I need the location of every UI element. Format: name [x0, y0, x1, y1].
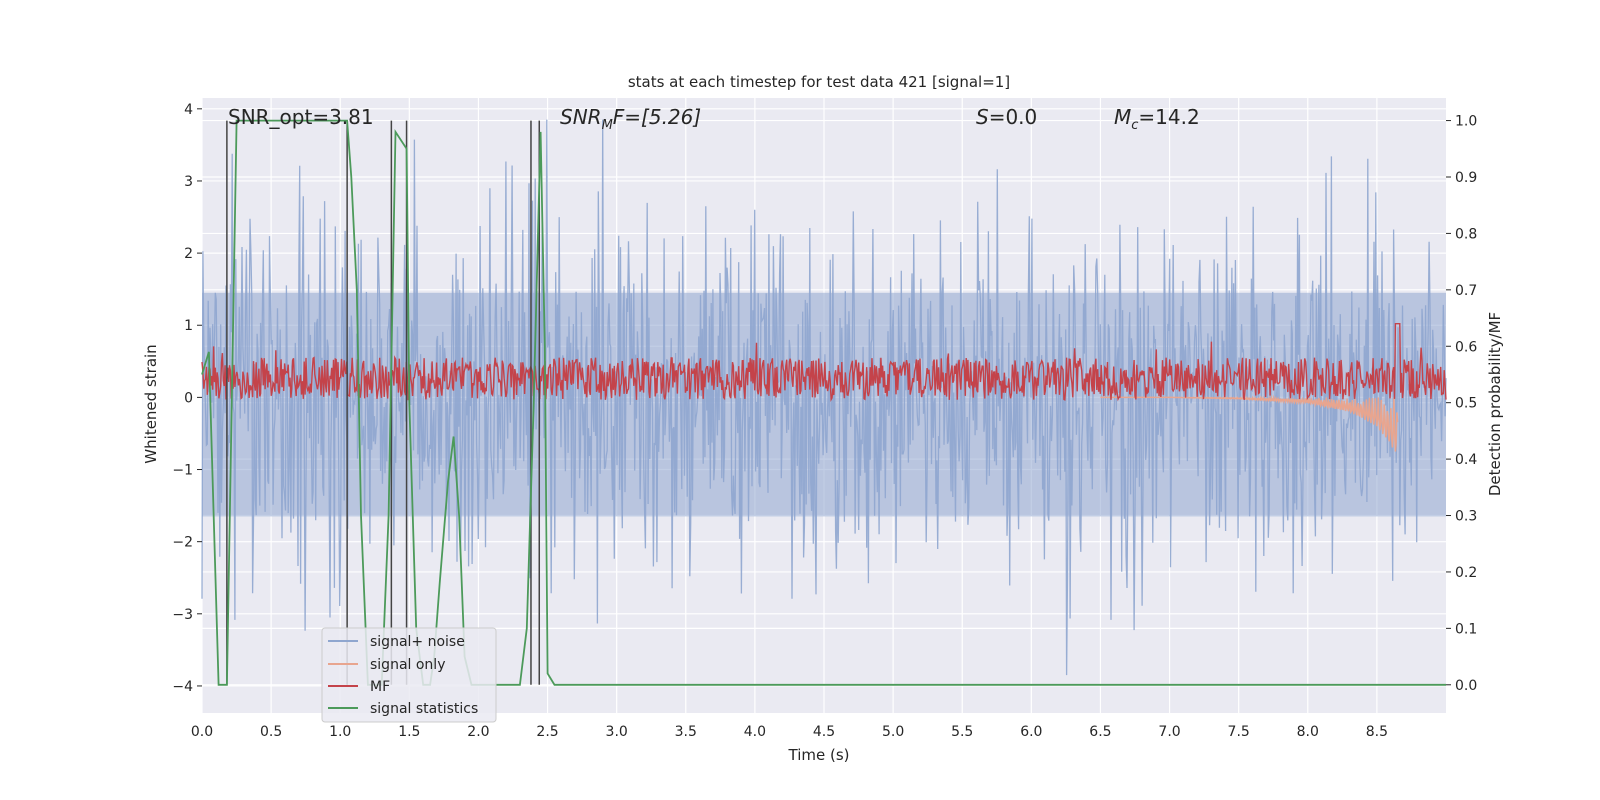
x-tick-label: 0.0: [191, 724, 213, 740]
annotation-mc: Mc=14.2: [1114, 105, 1200, 133]
y-tick-label-right: 0.0: [1455, 678, 1477, 694]
y-tick-label-right: 0.9: [1455, 170, 1477, 186]
series-signal-only: [1100, 394, 1399, 452]
y-axis-left-ticks: −4 −3 −2 −1 0 1 2 3 4: [172, 102, 202, 695]
y-tick-label-left: −3: [172, 607, 193, 623]
y-tick-label-right: 0.8: [1455, 226, 1477, 242]
y-tick-label-left: 4: [184, 102, 193, 118]
y-tick-label-left: 0: [184, 390, 193, 406]
x-tick-label: 5.0: [882, 724, 904, 740]
legend: signal+ noise signal only MF signal stat…: [321, 627, 497, 723]
x-tick-label: 6.0: [1020, 724, 1042, 740]
x-axis-label: Time (s): [788, 746, 850, 764]
x-tick-label: 2.0: [467, 724, 489, 740]
x-tick-label: 6.5: [1089, 724, 1111, 740]
y-tick-label-right: 0.5: [1455, 396, 1477, 412]
x-tick-label: 4.0: [744, 724, 766, 740]
y-tick-label-left: 1: [184, 318, 193, 334]
x-tick-label: 3.0: [606, 724, 628, 740]
legend-label-mf: MF: [370, 679, 390, 695]
y-tick-label-right: 0.1: [1455, 621, 1477, 637]
y-tick-label-left: −4: [172, 679, 193, 695]
y-tick-label-right: 0.4: [1455, 452, 1477, 468]
y-tick-label-right: 1.0: [1455, 114, 1477, 130]
legend-box: [321, 627, 497, 723]
annotation-snr-mf: SNRMF=[5.26]: [560, 105, 701, 133]
x-tick-label: 8.5: [1366, 724, 1388, 740]
chart-title: stats at each timestep for test data 421…: [628, 73, 1010, 91]
y-tick-label-left: −2: [172, 535, 193, 551]
x-tick-label: 7.0: [1158, 724, 1180, 740]
y-axis-right-ticks: 0.0 0.1 0.2 0.3 0.4 0.5 0.6 0.7 0.8 0.9 1.0: [1446, 114, 1477, 694]
x-tick-label: 1.0: [329, 724, 351, 740]
y-tick-label-right: 0.6: [1455, 339, 1477, 355]
y-axis-left-label: Whitened strain: [142, 344, 160, 463]
signal-only-trace: [1100, 394, 1399, 452]
y-tick-label-right: 0.2: [1455, 565, 1477, 581]
y-axis-right-label: Detection probability/MF: [1486, 312, 1504, 496]
legend-label-noise: signal+ noise: [370, 634, 465, 650]
y-tick-label-right: 0.3: [1455, 509, 1477, 525]
legend-label-stats: signal statistics: [370, 701, 478, 717]
y-tick-label-right: 0.7: [1455, 283, 1477, 299]
y-tick-label-left: 3: [184, 174, 193, 190]
legend-label-signal: signal only: [370, 657, 445, 673]
x-axis-ticks: 0.0 0.5 1.0 1.5 2.0 2.5 3.0 3.5 4.0 4.5 5.0 5.5 6.0 6…: [191, 724, 1388, 740]
x-tick-label: 7.5: [1228, 724, 1250, 740]
annotation-snr-opt: SNR_opt=3.81: [228, 105, 374, 129]
annotation-s: S=0.0: [976, 105, 1037, 129]
y-tick-label-left: 2: [184, 246, 193, 262]
y-tick-label-left: −1: [172, 463, 193, 479]
x-tick-label: 1.5: [398, 724, 420, 740]
x-tick-label: 0.5: [260, 724, 282, 740]
x-tick-label: 3.5: [675, 724, 697, 740]
x-tick-label: 8.0: [1297, 724, 1319, 740]
x-tick-label: 2.5: [536, 724, 558, 740]
x-tick-label: 4.5: [813, 724, 835, 740]
x-tick-label: 5.5: [951, 724, 973, 740]
